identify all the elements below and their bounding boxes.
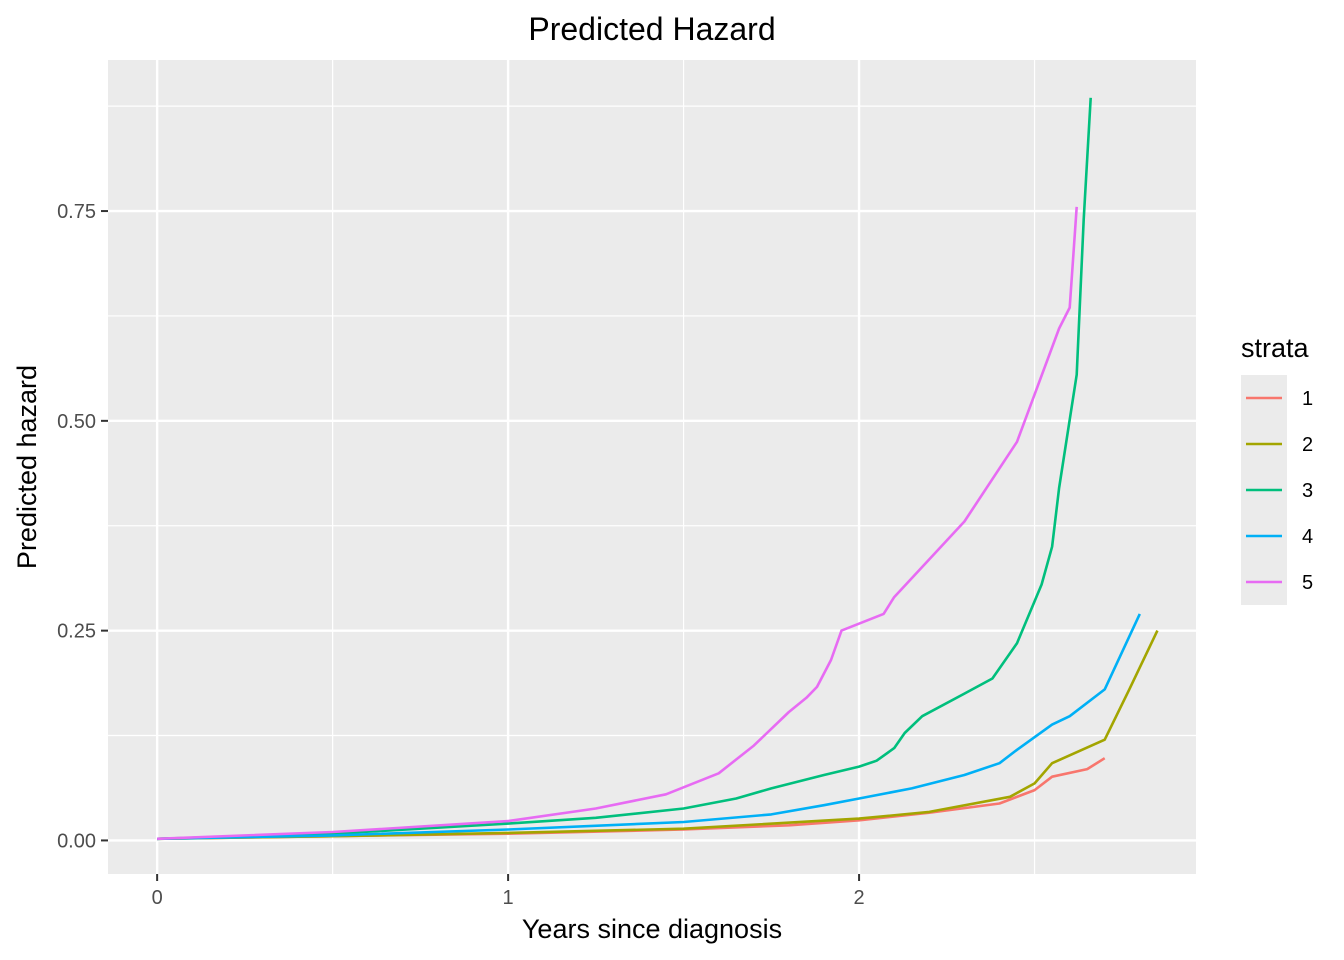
series-line-5: [157, 206, 1078, 841]
minor-gridlines: [108, 60, 1196, 874]
series-line-4: [157, 613, 1141, 841]
y-tick-label: 0.75: [57, 201, 96, 223]
series-line-3: [157, 97, 1092, 841]
legend-title: strata: [1241, 333, 1310, 363]
series-lines: [157, 97, 1159, 841]
legend-label-2: 2: [1302, 434, 1313, 456]
x-axis-title: Years since diagnosis: [522, 914, 782, 944]
legend-label-3: 3: [1302, 480, 1313, 502]
legend-items: 1 2 3 4 5: [1246, 388, 1313, 594]
y-tick-label: 0.00: [57, 830, 96, 852]
legend-label-1: 1: [1302, 388, 1313, 410]
chart-title: Predicted Hazard: [528, 11, 775, 47]
y-axis: 0.00 0.25 0.50 0.75: [57, 201, 108, 852]
legend-label-5: 5: [1302, 572, 1313, 594]
major-gridlines: [108, 60, 1196, 874]
x-tick-label: 0: [152, 887, 163, 909]
x-tick-label: 2: [854, 887, 865, 909]
x-axis: 0 1 2: [152, 874, 865, 909]
plot-panel: [108, 60, 1196, 874]
y-tick-label: 0.50: [57, 411, 96, 433]
legend: strata 1 2 3 4 5: [1241, 333, 1313, 605]
x-tick-label: 1: [503, 887, 514, 909]
series-line-2: [157, 630, 1159, 841]
y-tick-label: 0.25: [57, 621, 96, 643]
legend-label-4: 4: [1302, 526, 1313, 548]
y-axis-title: Predicted hazard: [12, 365, 42, 569]
